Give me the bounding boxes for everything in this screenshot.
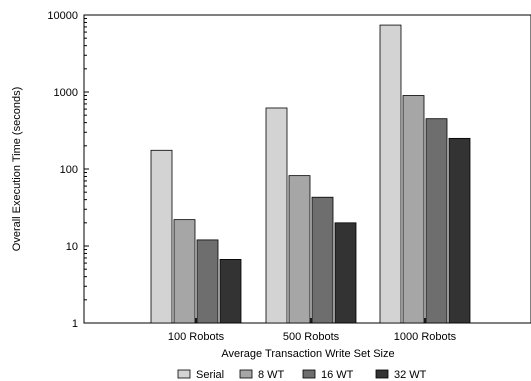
legend-label: Serial bbox=[196, 369, 224, 381]
bar bbox=[334, 222, 357, 324]
bar bbox=[402, 95, 425, 324]
legend-swatch bbox=[375, 369, 389, 379]
y-tick-label: 10000 bbox=[47, 10, 78, 22]
legend-label: 8 WT bbox=[258, 369, 285, 381]
bar bbox=[173, 219, 196, 324]
bar bbox=[379, 24, 402, 324]
bar bbox=[311, 196, 334, 324]
legend: Serial 8 WT 16 WT 32 WT bbox=[177, 369, 427, 381]
bar bbox=[425, 118, 448, 324]
bar bbox=[265, 107, 288, 324]
legend-swatch bbox=[177, 369, 191, 379]
bar bbox=[288, 175, 311, 324]
y-tick-label: 10 bbox=[66, 241, 78, 253]
y-tick-label: 1000 bbox=[54, 87, 78, 99]
y-tick-label: 1 bbox=[72, 318, 78, 330]
bar bbox=[150, 149, 173, 324]
y-tick-label: 100 bbox=[60, 164, 78, 176]
x-axis-title: Average Transaction Write Set Size bbox=[221, 348, 394, 360]
legend-label: 16 WT bbox=[321, 369, 354, 381]
bar bbox=[219, 258, 242, 324]
legend-label: 32 WT bbox=[394, 369, 427, 381]
legend-swatch bbox=[239, 369, 253, 379]
bar bbox=[196, 239, 219, 324]
y-axis-title: Overall Execution Time (seconds) bbox=[11, 87, 23, 251]
legend-swatch bbox=[302, 369, 316, 379]
bar bbox=[448, 137, 471, 324]
x-tick-label: 100 Robots bbox=[168, 331, 225, 343]
x-tick-label: 1000 Robots bbox=[394, 331, 457, 343]
x-tick-label: 500 Robots bbox=[283, 331, 340, 343]
